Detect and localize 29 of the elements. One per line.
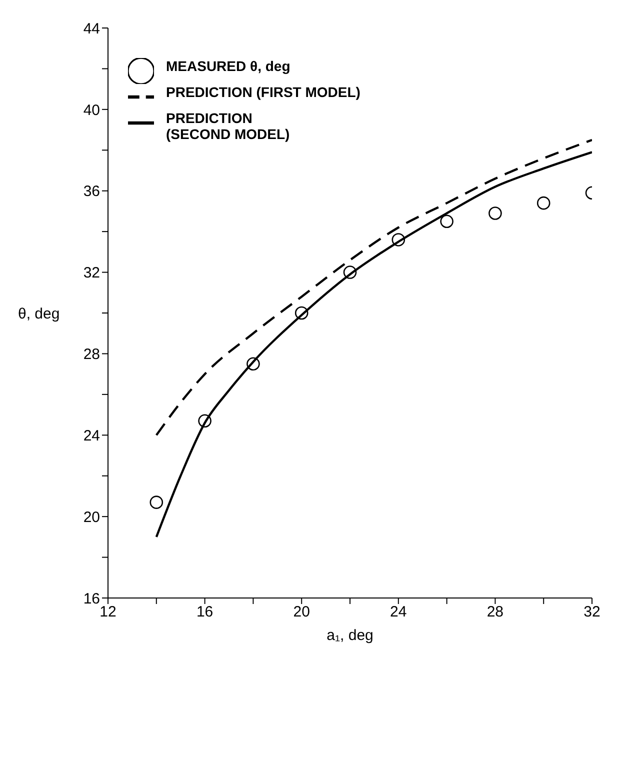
x-tick-label: 20: [293, 604, 310, 621]
y-tick-label: 16: [83, 590, 100, 608]
point: [246, 357, 260, 371]
legend-label: MEASURED θ, deg: [166, 58, 290, 74]
y-tick-label: 28: [83, 346, 100, 364]
point: [488, 206, 502, 220]
y-tick-label: 36: [83, 183, 100, 200]
point: [150, 496, 164, 509]
point: [343, 266, 357, 279]
x-axis-title: a₁, deg: [326, 627, 374, 644]
point: [536, 196, 550, 210]
y-tick-label: 44: [83, 20, 100, 38]
x-tick-label: 16: [196, 604, 214, 621]
x-tick-label: 24: [390, 604, 407, 621]
y-axis-title: θ, deg: [18, 305, 60, 322]
y-tick-label: 32: [83, 264, 100, 282]
x-tick-label: 12: [100, 604, 116, 621]
y-tick-label: 24: [83, 427, 100, 444]
point: [198, 414, 212, 428]
point: [294, 306, 308, 320]
y-tick-label: 20: [83, 508, 100, 526]
x-tick-label: 28: [486, 604, 504, 621]
y-tick-label: 40: [83, 102, 100, 119]
point: [392, 233, 406, 246]
legend-label: PREDICTION (FIRST MODEL): [166, 84, 360, 100]
point: [440, 214, 454, 228]
legend-label: PREDICTION (SECOND MODEL): [166, 110, 290, 142]
x-tick-label: 32: [584, 604, 600, 621]
line-series: [155, 151, 592, 538]
